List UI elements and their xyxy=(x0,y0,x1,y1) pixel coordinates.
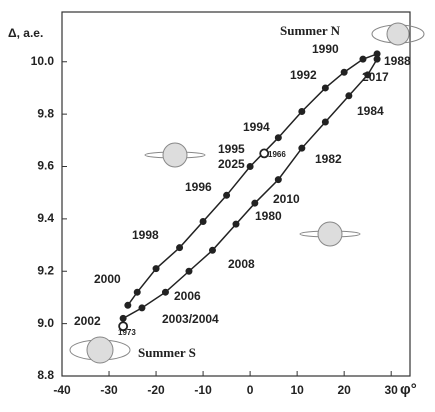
marker xyxy=(360,56,366,62)
annotation: 1998 xyxy=(132,228,159,242)
marker xyxy=(139,305,145,311)
marker xyxy=(322,119,328,125)
marker xyxy=(341,69,347,75)
marker xyxy=(162,289,168,295)
marker xyxy=(252,200,258,206)
annotation: 1980 xyxy=(255,209,282,223)
marker xyxy=(200,218,206,224)
marker xyxy=(299,109,305,115)
annotation: 1990 xyxy=(312,42,339,56)
x-tick-label: -20 xyxy=(147,383,165,397)
marker xyxy=(153,266,159,272)
plot-frame xyxy=(62,12,410,376)
annotation: 2000 xyxy=(94,272,121,286)
annotation: 1988 xyxy=(384,54,411,68)
annotation: 1984 xyxy=(357,104,384,118)
marker xyxy=(233,221,239,227)
y-tick-label: 8.8 xyxy=(37,368,54,382)
annotation: 1973 xyxy=(118,328,136,337)
marker xyxy=(134,289,140,295)
marker xyxy=(247,164,253,170)
marker xyxy=(322,85,328,91)
annotation: 1992 xyxy=(290,68,317,82)
annotation: 2017 xyxy=(362,70,389,84)
x-tick-label: -30 xyxy=(100,383,118,397)
marker xyxy=(346,93,352,99)
y-tick-label: 9.8 xyxy=(37,106,54,120)
annotation: 2008 xyxy=(228,257,255,271)
x-tick-label: 0 xyxy=(247,383,254,397)
chart: Δ, а.е. φ° 8.8 9.0 9.2 9.4 9.6 9.8 10.0 -40 -30 -… xyxy=(0,0,435,407)
x-tick-label: 10 xyxy=(290,383,304,397)
annotation: 1994 xyxy=(243,120,270,134)
annotation: 2002 xyxy=(74,314,101,328)
annotation: 2006 xyxy=(174,289,201,303)
annotation: 1966 xyxy=(268,150,286,159)
marker xyxy=(186,268,192,274)
x-tick-label: 20 xyxy=(337,383,351,397)
marker xyxy=(177,245,183,251)
annotation: 2003/2004 xyxy=(162,312,219,326)
marker xyxy=(275,135,281,141)
x-tick-label: -40 xyxy=(53,383,71,397)
marker xyxy=(275,177,281,183)
y-tick-label: 9.6 xyxy=(37,159,54,173)
x-tick-label: 30 xyxy=(385,383,399,397)
x-axis-label: φ° xyxy=(400,381,417,398)
annotation: 1995 xyxy=(218,142,245,156)
x-tick-label: -10 xyxy=(194,383,212,397)
y-tick-label: 9.4 xyxy=(37,211,54,225)
marker xyxy=(374,56,380,62)
marker xyxy=(120,315,126,321)
y-tick-label: 9.0 xyxy=(37,316,54,330)
annotation: 2010 xyxy=(273,192,300,206)
annotation: Summer S xyxy=(138,345,196,360)
annotation: 1996 xyxy=(185,180,212,194)
annotation: Summer N xyxy=(280,23,341,38)
y-tick-label: 10.0 xyxy=(31,54,55,68)
marker xyxy=(209,247,215,253)
annotation: 2025 xyxy=(218,157,245,171)
y-axis-label: Δ, а.е. xyxy=(8,26,43,40)
series-line xyxy=(123,59,377,318)
marker xyxy=(125,302,131,308)
annotation: 1982 xyxy=(315,152,342,166)
marker xyxy=(224,192,230,198)
marker xyxy=(299,145,305,151)
y-tick-label: 9.2 xyxy=(37,263,54,277)
